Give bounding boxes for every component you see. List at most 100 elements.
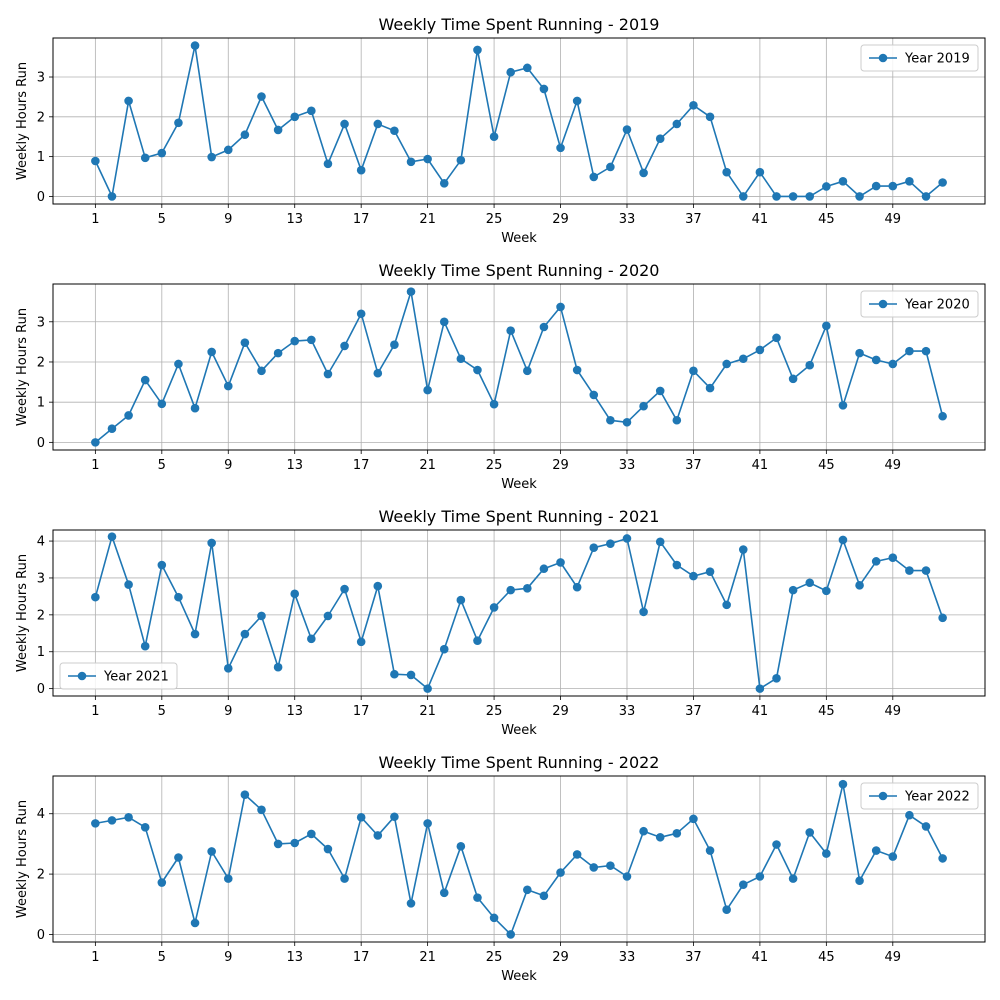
- data-point: [174, 118, 183, 128]
- x-tick-label: 1: [91, 704, 99, 719]
- data-point: [672, 560, 682, 570]
- data-point: [273, 662, 283, 672]
- data-point: [556, 868, 565, 877]
- x-tick-label: 5: [158, 458, 166, 473]
- x-tick-label: 49: [885, 704, 902, 719]
- legend-box: [59, 662, 178, 690]
- data-point: [506, 326, 515, 335]
- x-tick-label: 37: [685, 704, 702, 719]
- legend: Year 2022: [860, 782, 979, 810]
- x-axis-label: Week: [501, 477, 537, 492]
- x-tick-label: 5: [158, 950, 166, 965]
- x-tick-label: 25: [486, 950, 503, 965]
- data-point: [622, 417, 632, 427]
- data-point: [589, 863, 599, 872]
- data-point: [124, 580, 133, 589]
- data-point: [473, 45, 482, 55]
- data-point: [755, 872, 765, 881]
- data-point: [373, 581, 383, 591]
- data-point: [489, 603, 499, 612]
- series-line: [95, 783, 944, 936]
- x-tick-label: 17: [353, 704, 370, 719]
- x-tick-label: 9: [224, 458, 232, 473]
- data-point: [705, 112, 715, 122]
- data-point: [406, 899, 416, 908]
- x-axis-label: Week: [501, 969, 537, 984]
- data-point: [190, 41, 200, 50]
- data-point: [838, 177, 848, 186]
- data-point: [855, 192, 864, 201]
- x-tick-label: 17: [353, 950, 370, 965]
- data-point: [240, 338, 250, 347]
- data-point: [423, 684, 432, 693]
- x-tick-label: 29: [552, 458, 569, 473]
- y-tick-label: 2: [37, 110, 45, 125]
- data-point: [290, 838, 300, 848]
- data-point: [124, 411, 133, 420]
- data-point: [390, 340, 399, 349]
- chart-title: Weekly Time Spent Running - 2022: [379, 753, 660, 772]
- x-tick-label: 21: [419, 212, 436, 227]
- series-line: [94, 44, 944, 198]
- data-point: [91, 819, 100, 828]
- data-point: [672, 829, 682, 838]
- data-point: [340, 584, 349, 594]
- data-point: [888, 181, 898, 191]
- data-point: [523, 63, 532, 73]
- legend-label: Year 2019: [904, 52, 970, 67]
- data-point: [473, 893, 482, 902]
- x-tick-label: 9: [224, 212, 232, 227]
- x-tick-label: 21: [419, 950, 436, 965]
- data-point: [705, 567, 715, 576]
- data-point: [223, 874, 233, 883]
- y-tick-label: 1: [37, 150, 45, 165]
- data-point: [905, 810, 914, 820]
- data-point: [124, 96, 133, 106]
- x-tick-label: 25: [486, 458, 503, 473]
- y-axis-label: Weekly Hours Run: [15, 554, 30, 672]
- data-point: [523, 885, 532, 895]
- axes-frame: [52, 37, 986, 205]
- data-point: [905, 566, 914, 575]
- x-tick-label: 45: [818, 950, 835, 965]
- x-tick-label: 25: [486, 212, 503, 227]
- data-point: [290, 336, 300, 346]
- chart-panel: Weekly Time Spent Running - 2022 1 5 9 13 17 2…: [15, 753, 986, 984]
- data-point: [805, 578, 815, 588]
- data-point: [822, 849, 831, 858]
- y-tick-label: 0: [37, 190, 45, 205]
- data-point: [340, 874, 349, 883]
- data-point: [855, 348, 864, 358]
- data-point: [655, 832, 665, 842]
- x-tick-label: 49: [885, 458, 902, 473]
- x-tick-label: 41: [752, 950, 769, 965]
- data-point: [772, 673, 781, 683]
- y-tick-label: 2: [37, 608, 45, 623]
- data-point: [290, 112, 300, 122]
- data-point: [755, 167, 765, 177]
- x-tick-label: 13: [286, 950, 303, 965]
- x-tick-label: 37: [685, 950, 702, 965]
- data-point: [356, 309, 366, 319]
- data-point: [257, 611, 266, 621]
- data-point: [223, 145, 233, 155]
- data-point: [838, 779, 848, 789]
- data-point: [722, 600, 731, 610]
- data-point: [323, 611, 333, 621]
- data-point: [556, 143, 565, 153]
- x-tick-label: 29: [552, 212, 569, 227]
- data-point: [572, 365, 582, 375]
- data-point: [689, 366, 698, 376]
- data-point: [539, 891, 549, 901]
- legend-label: Year 2020: [904, 298, 970, 313]
- legend: Year 2021: [59, 662, 178, 690]
- x-tick-label: 41: [752, 704, 769, 719]
- data-point: [772, 840, 781, 849]
- data-point: [772, 192, 781, 201]
- data-point: [755, 345, 765, 355]
- data-point: [689, 814, 698, 824]
- x-tick-label: 21: [419, 458, 436, 473]
- data-point: [689, 100, 698, 110]
